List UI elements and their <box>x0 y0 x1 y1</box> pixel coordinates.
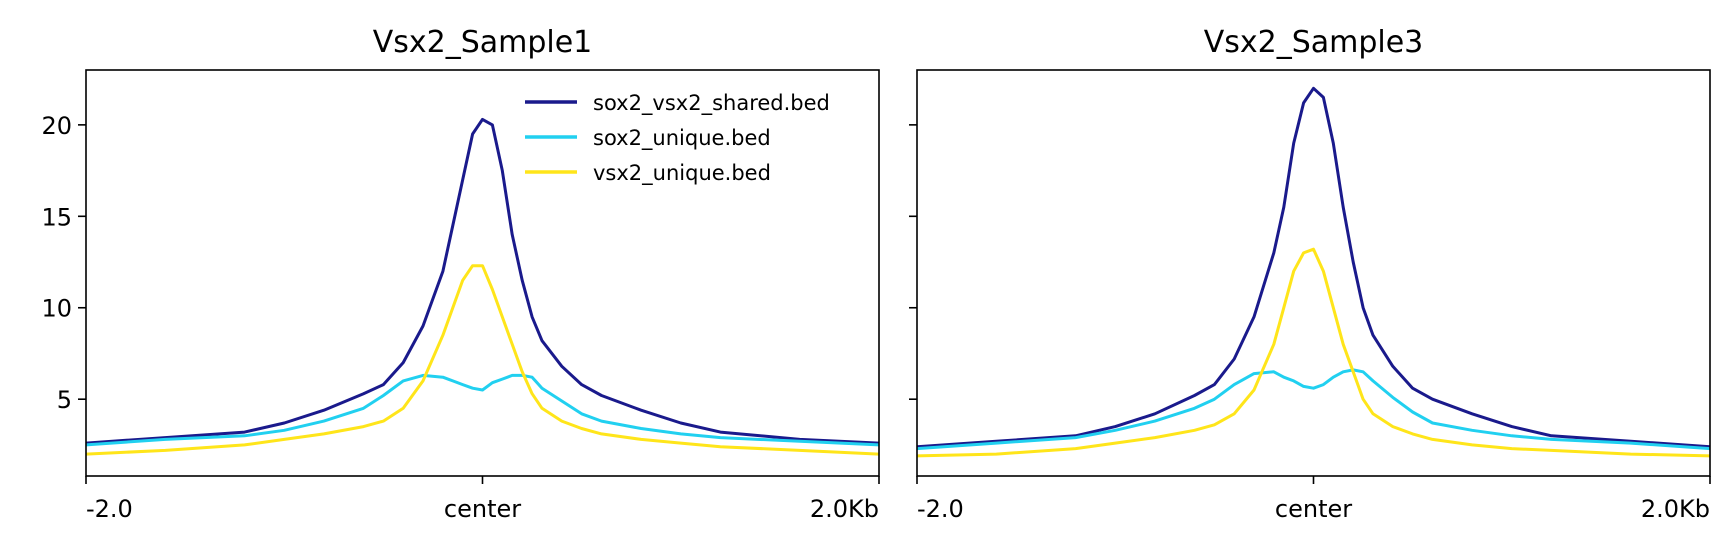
legend-label: sox2_vsx2_shared.bed <box>593 91 830 116</box>
series-line-vsx2-unique-bed <box>917 247 1710 458</box>
x-tick-label: -2.0 <box>917 495 964 523</box>
plot-frame <box>916 69 1711 477</box>
series-line-sox2-vsx2-shared-bed <box>917 86 1710 449</box>
legend: sox2_vsx2_shared.bed sox2_unique.bed vsx2_… <box>525 91 830 186</box>
legend-label: vsx2_unique.bed <box>593 161 771 186</box>
x-tick-label: 2.0Kb <box>1641 495 1710 523</box>
series-line-sox2-vsx2-shared-bed <box>86 117 879 445</box>
series-line-sox2-unique-bed <box>917 368 1710 451</box>
x-tick-label: center <box>444 495 521 523</box>
panel-title: Vsx2_Sample3 <box>1204 25 1424 60</box>
y-tick-label: 5 <box>57 386 72 414</box>
x-tick-label: center <box>1275 495 1352 523</box>
y-tick-label: 10 <box>41 295 72 323</box>
series-line-sox2-unique-bed <box>86 373 879 447</box>
series-line-vsx2-unique-bed <box>86 264 879 456</box>
x-tick-label: 2.0Kb <box>810 495 879 523</box>
y-tick-label: 15 <box>41 203 72 231</box>
legend-label: sox2_unique.bed <box>593 126 771 151</box>
panel-1: Vsx2_Sample1 5 10 15 20 -2.0 center 2.0Kb sox2_v… <box>41 25 880 523</box>
y-tick-label: 20 <box>41 112 72 140</box>
x-tick-label: -2.0 <box>86 495 133 523</box>
panel-title: Vsx2_Sample1 <box>373 25 593 60</box>
panel-2: Vsx2_Sample3 -2.0 center 2.0Kb <box>909 25 1711 523</box>
